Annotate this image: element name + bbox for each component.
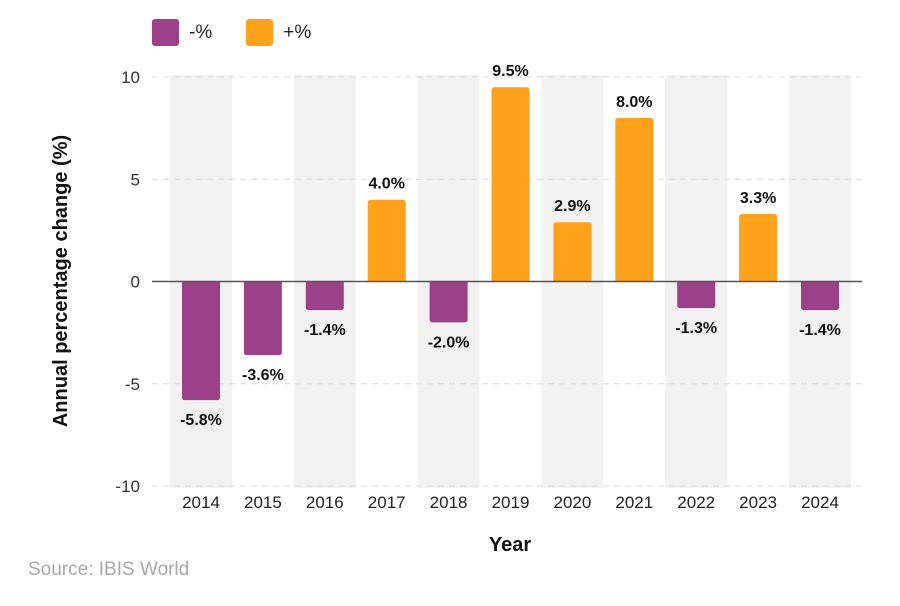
bar-2016 [305,281,344,311]
bar-2018 [429,281,468,323]
legend-item-negative: -% [152,19,212,46]
bar-2019 [491,87,530,282]
x-axis-label: Year [489,534,531,556]
data-label-2016: -1.4% [304,322,346,339]
bar-2023 [739,214,778,282]
source-note: Source: IBIS World [28,559,190,580]
data-label-2017: 4.0% [368,176,404,193]
bar-2017 [367,199,406,282]
x-tick-labels: 2014 2015 2016 2017 2018 2019 2020 2021 2022 2023… [182,493,839,512]
data-label-2020: 2.9% [554,198,590,215]
y-tick-label: 0 [131,273,140,292]
y-tick-labels: 10 5 0 -5 -10 [115,68,140,496]
data-label-2022: -1.3% [675,320,717,337]
legend-item-positive: +% [246,19,311,46]
x-tick-label-2018: 2018 [430,493,468,512]
x-tick-label-2016: 2016 [306,493,344,512]
data-label-2024: -1.4% [799,322,841,339]
legend-swatch-negative [152,19,179,46]
y-tick-label: -5 [125,375,140,394]
y-tick-label: 5 [131,170,140,189]
bar-2024 [801,281,839,311]
data-label-2015: -3.6% [242,367,284,384]
bar-2020 [553,222,592,282]
bar-2014 [182,281,220,401]
legend-label-positive: +% [283,21,312,43]
bar-2021 [615,117,654,282]
data-label-2023: 3.3% [740,190,776,207]
data-label-2014: -5.8% [180,412,222,429]
legend-label-negative: -% [189,21,213,43]
x-tick-label-2019: 2019 [492,493,530,512]
y-tick-label: -10 [115,477,140,496]
x-tick-label-2017: 2017 [368,493,406,512]
x-tick-label-2020: 2020 [553,493,591,512]
x-tick-label-2024: 2024 [801,493,839,512]
bar-2022 [677,281,716,309]
chart-legend: -% +% [152,19,345,46]
bars [182,87,839,401]
x-tick-label-2021: 2021 [615,493,653,512]
x-tick-label-2022: 2022 [677,493,715,512]
x-tick-label-2023: 2023 [739,493,777,512]
data-labels: -5.8% -3.6% -1.4% 4.0% -2.0% 9.5% 2.9% 8.0% -1.3… [180,63,841,429]
data-label-2018: -2.0% [428,334,470,351]
y-axis-label: Annual percentage change (%) [50,135,72,427]
x-tick-label-2014: 2014 [182,493,220,512]
legend-swatch-positive [246,19,274,46]
data-label-2019: 9.5% [492,63,528,80]
y-tick-label: 10 [121,68,140,87]
x-tick-label-2015: 2015 [244,493,282,512]
bar-2015 [243,281,282,356]
data-label-2021: 8.0% [616,94,652,111]
